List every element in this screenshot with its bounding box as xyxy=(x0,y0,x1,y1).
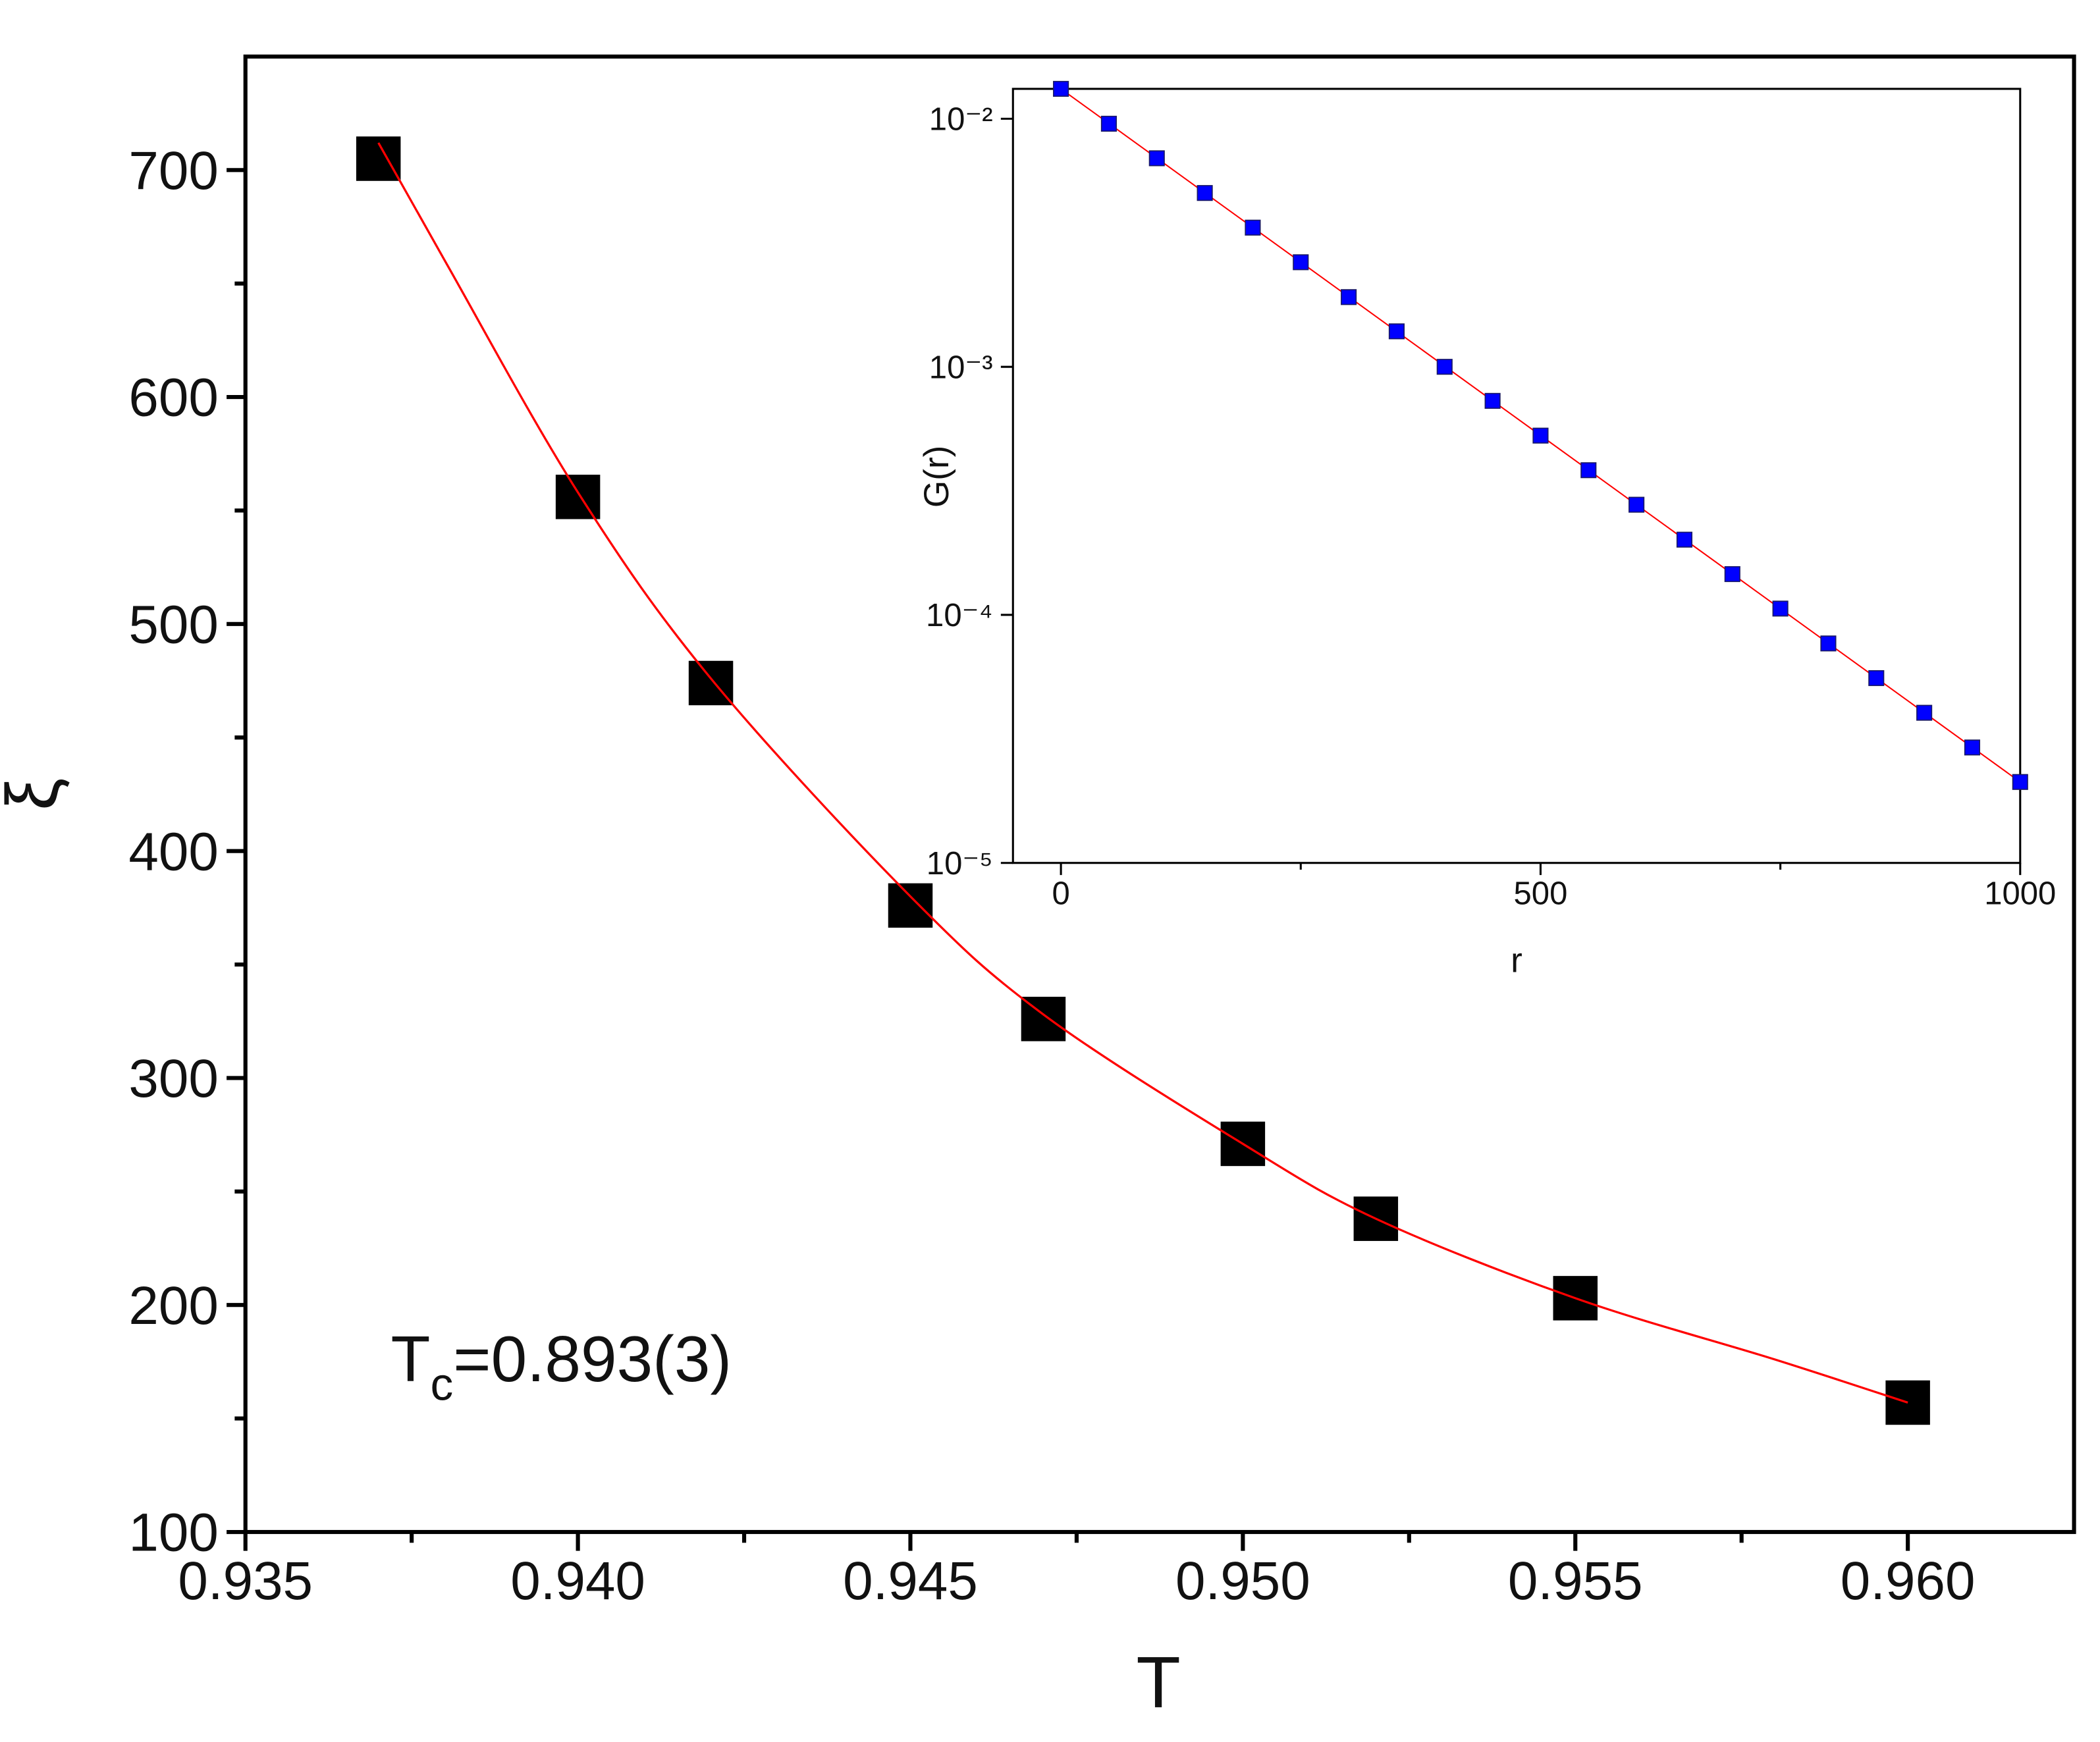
data-point xyxy=(1341,289,1357,305)
data-point xyxy=(356,136,401,181)
x-tick-label: 500 xyxy=(1514,876,1568,911)
data-point xyxy=(1629,496,1645,513)
data-point xyxy=(1724,566,1740,583)
data-point xyxy=(1676,531,1693,548)
x-tick-label: 0 xyxy=(1052,876,1069,911)
x-tick-label: 0.955 xyxy=(1508,1551,1643,1611)
y-tick-label: 10⁻⁵ xyxy=(927,846,993,882)
y-tick-label: 100 xyxy=(128,1503,218,1563)
annotation-rest: =0.893(3) xyxy=(453,1323,732,1395)
y-axis-label: G(r) xyxy=(917,446,956,508)
data-point xyxy=(1820,635,1837,652)
y-tick-label: 400 xyxy=(128,822,218,882)
x-axis-label: T xyxy=(1136,1642,1180,1723)
plot-frame xyxy=(243,54,2076,1535)
data-point xyxy=(1293,254,1309,271)
y-tick-label: 500 xyxy=(128,594,218,654)
data-point xyxy=(1197,185,1213,201)
data-point xyxy=(1436,359,1453,375)
data-point xyxy=(1964,739,1981,756)
data-point xyxy=(688,660,734,706)
data-point xyxy=(1916,704,1933,721)
y-tick-label: 300 xyxy=(128,1049,218,1109)
x-tick-label: 0.950 xyxy=(1175,1551,1310,1611)
data-point xyxy=(1868,670,1885,687)
data-point xyxy=(1245,219,1261,236)
x-tick-label: 0.935 xyxy=(178,1551,313,1611)
fit-line xyxy=(377,142,1908,1404)
y-tick-label: 200 xyxy=(128,1276,218,1336)
data-point xyxy=(1388,323,1405,340)
data-point xyxy=(2012,774,2028,790)
x-tick-label: 0.960 xyxy=(1841,1551,1976,1611)
data-point xyxy=(1772,600,1789,617)
annotation-sub: c xyxy=(431,1359,454,1410)
y-tick-label: 600 xyxy=(128,368,218,428)
annotation-main: T xyxy=(391,1323,431,1395)
data-point xyxy=(888,883,933,928)
data-point xyxy=(1148,150,1165,167)
x-tick-label: 0.945 xyxy=(843,1551,978,1611)
data-point xyxy=(1053,80,1069,97)
data-point xyxy=(1532,427,1549,444)
x-tick-label: 0.940 xyxy=(510,1551,645,1611)
data-point xyxy=(1580,462,1597,479)
data-point xyxy=(555,475,601,519)
y-tick-label: 10⁻² xyxy=(929,102,993,138)
data-point xyxy=(1484,392,1501,409)
plot-frame xyxy=(1011,88,2022,864)
y-tick-label: 700 xyxy=(128,141,218,201)
x-axis-label: r xyxy=(1511,941,1522,980)
data-point xyxy=(1100,115,1117,132)
y-axis-label: ξ xyxy=(0,778,72,810)
y-tick-label: 10⁻⁴ xyxy=(926,598,993,633)
annotation: Tc=0.893(3) xyxy=(391,1323,732,1410)
x-tick-label: 1000 xyxy=(1984,876,2056,911)
y-tick-label: 10⁻³ xyxy=(929,350,993,385)
